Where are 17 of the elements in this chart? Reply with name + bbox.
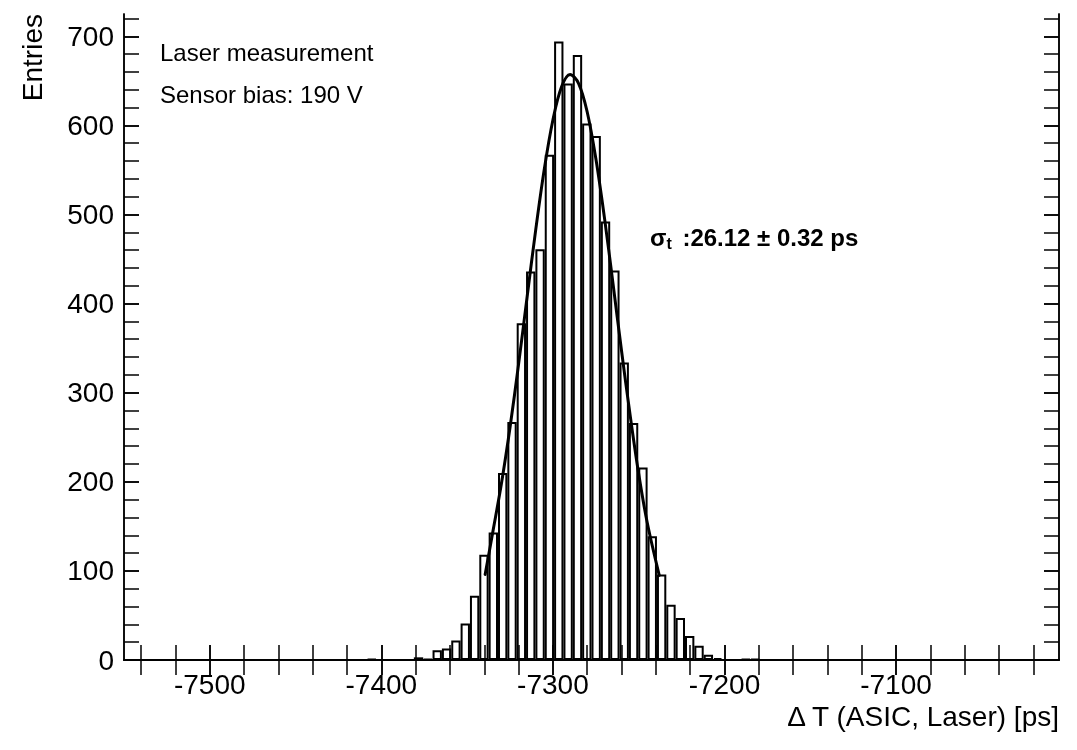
x-tick-label: -7400 [345,668,418,700]
y-tick-label: 500 [67,198,114,230]
y-tick-label: 700 [67,20,114,52]
y-tick-label: 300 [67,377,114,409]
x-tick-label: -7500 [173,668,246,700]
annotation: Laser measurement [160,38,374,66]
y-tick-label: 0 [98,644,114,676]
annotation: Sensor bias: 190 V [160,80,363,108]
y-tick-label: 400 [67,288,114,320]
x-tick-label: -7100 [860,668,932,700]
y-tick-label: 100 [67,555,114,587]
x-axis-title: Δ T (ASIC, Laser) [ps] [787,700,1059,732]
y-tick-label: 200 [67,466,114,498]
y-tick-label: 600 [67,109,114,141]
x-tick-label: -7200 [688,668,761,700]
x-tick-label: -7300 [517,668,589,700]
y-axis-title: Entries [16,14,48,102]
